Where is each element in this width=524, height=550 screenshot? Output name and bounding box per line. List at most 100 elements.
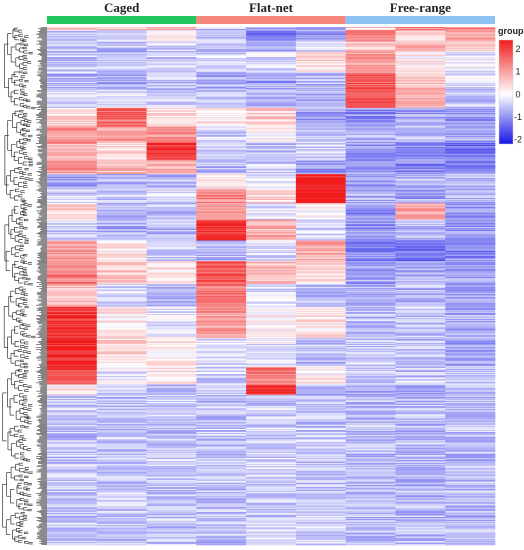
- heatmap-cell: [395, 361, 446, 364]
- heatmap-cell: [96, 359, 147, 361]
- heatmap-cell: [196, 178, 247, 180]
- heatmap-cell: [345, 367, 396, 370]
- heatmap-cell: [395, 149, 446, 151]
- heatmap-cell: [96, 206, 147, 208]
- heatmap-cell: [345, 406, 396, 408]
- heatmap-cell: [445, 328, 496, 330]
- heatmap-cell: [196, 43, 247, 45]
- heatmap-cell: [295, 341, 346, 344]
- heatmap-cell: [47, 168, 98, 171]
- heatmap-cell: [246, 290, 297, 292]
- heatmap-cell: [146, 117, 197, 119]
- heatmap-cell: [96, 77, 147, 80]
- heatmap-cell: [445, 278, 496, 281]
- heatmap-cell: [146, 46, 197, 49]
- heatmap-cell: [146, 27, 197, 29]
- heatmap-cell: [246, 50, 297, 53]
- heatmap-cell: [345, 126, 396, 128]
- heatmap-cell: [196, 150, 247, 152]
- heatmap-cell: [246, 235, 297, 237]
- heatmap-cell: [146, 116, 197, 118]
- heatmap-cell: [47, 120, 98, 122]
- heatmap-cell: [295, 65, 346, 67]
- heatmap-cell: [47, 243, 98, 245]
- heatmap-cell: [445, 149, 496, 151]
- heatmap-cell: [146, 327, 197, 329]
- heatmap-cell: [196, 86, 247, 88]
- heatmap-cell: [395, 153, 446, 155]
- heatmap-cell: [445, 77, 496, 80]
- heatmap-cell: [345, 252, 396, 255]
- heatmap-cell: [246, 202, 297, 204]
- heatmap-cell: [246, 282, 297, 285]
- heatmap-cell: [345, 155, 396, 157]
- heatmap-cell: [445, 301, 496, 303]
- heatmap-cell: [445, 402, 496, 404]
- heatmap-cell: [445, 197, 496, 200]
- heatmap-cell: [96, 30, 147, 32]
- heatmap-cell: [395, 231, 446, 233]
- heatmap-cell: [295, 399, 346, 402]
- heatmap-cell: [196, 330, 247, 332]
- heatmap-cell: [246, 381, 297, 383]
- heatmap-cell: [246, 247, 297, 250]
- heatmap-cell: [196, 258, 247, 260]
- heatmap-cell: [47, 208, 98, 210]
- heatmap-cell: [146, 433, 197, 435]
- heatmap-cell: [445, 164, 496, 167]
- heatmap-cell: [47, 51, 98, 54]
- heatmap-cell: [146, 309, 197, 312]
- heatmap-cell: [246, 117, 297, 119]
- heatmap-cell: [345, 154, 396, 156]
- heatmap-cell: [445, 153, 496, 155]
- heatmap-cell: [47, 432, 98, 434]
- heatmap-cell: [146, 381, 197, 383]
- heatmap-cell: [47, 40, 98, 42]
- heatmap-cell: [47, 246, 98, 249]
- heatmap-cell: [96, 164, 147, 167]
- heatmap-cell: [395, 34, 446, 36]
- heatmap-cell: [395, 382, 446, 384]
- heatmap-cell: [47, 311, 98, 314]
- heatmap-cell: [295, 316, 346, 318]
- heatmap-cell: [196, 70, 247, 72]
- heatmap-cell: [47, 254, 98, 257]
- heatmap-cell: [146, 377, 197, 379]
- heatmap-cell: [96, 217, 147, 220]
- heatmap-cell: [146, 172, 197, 174]
- heatmap-cell: [395, 67, 446, 69]
- heatmap-cell: [445, 350, 496, 352]
- heatmap-cell: [196, 149, 247, 151]
- heatmap-cell: [445, 369, 496, 372]
- heatmap-cell: [395, 261, 446, 263]
- heatmap-cell: [395, 40, 446, 42]
- heatmap-cell: [295, 300, 346, 302]
- heatmap-cell: [395, 236, 446, 238]
- heatmap-cell: [445, 337, 496, 340]
- heatmap-cell: [445, 178, 496, 180]
- heatmap-cell: [445, 165, 496, 168]
- heatmap-cell: [395, 133, 446, 136]
- heatmap-cell: [395, 204, 446, 206]
- heatmap-cell: [246, 64, 297, 66]
- heatmap-cell: [146, 409, 197, 411]
- heatmap-cell: [445, 397, 496, 400]
- heatmap-cell: [47, 264, 98, 266]
- heatmap-cell: [345, 204, 396, 206]
- heatmap-cell: [196, 193, 247, 196]
- heatmap-cell: [47, 181, 98, 183]
- heatmap-cell: [345, 230, 396, 232]
- heatmap-cell: [246, 165, 297, 168]
- heatmap-cell: [246, 325, 297, 327]
- heatmap-cell: [345, 402, 396, 404]
- heatmap-cell: [395, 184, 446, 186]
- heatmap-cell: [96, 178, 147, 180]
- heatmap-cell: [47, 140, 98, 143]
- heatmap-cell: [146, 156, 197, 158]
- heatmap-cell: [196, 175, 247, 177]
- heatmap-cell: [196, 234, 247, 236]
- heatmap-cell: [345, 36, 396, 38]
- heatmap-cell: [96, 269, 147, 271]
- heatmap-cell: [345, 398, 396, 401]
- heatmap-cell: [246, 200, 297, 202]
